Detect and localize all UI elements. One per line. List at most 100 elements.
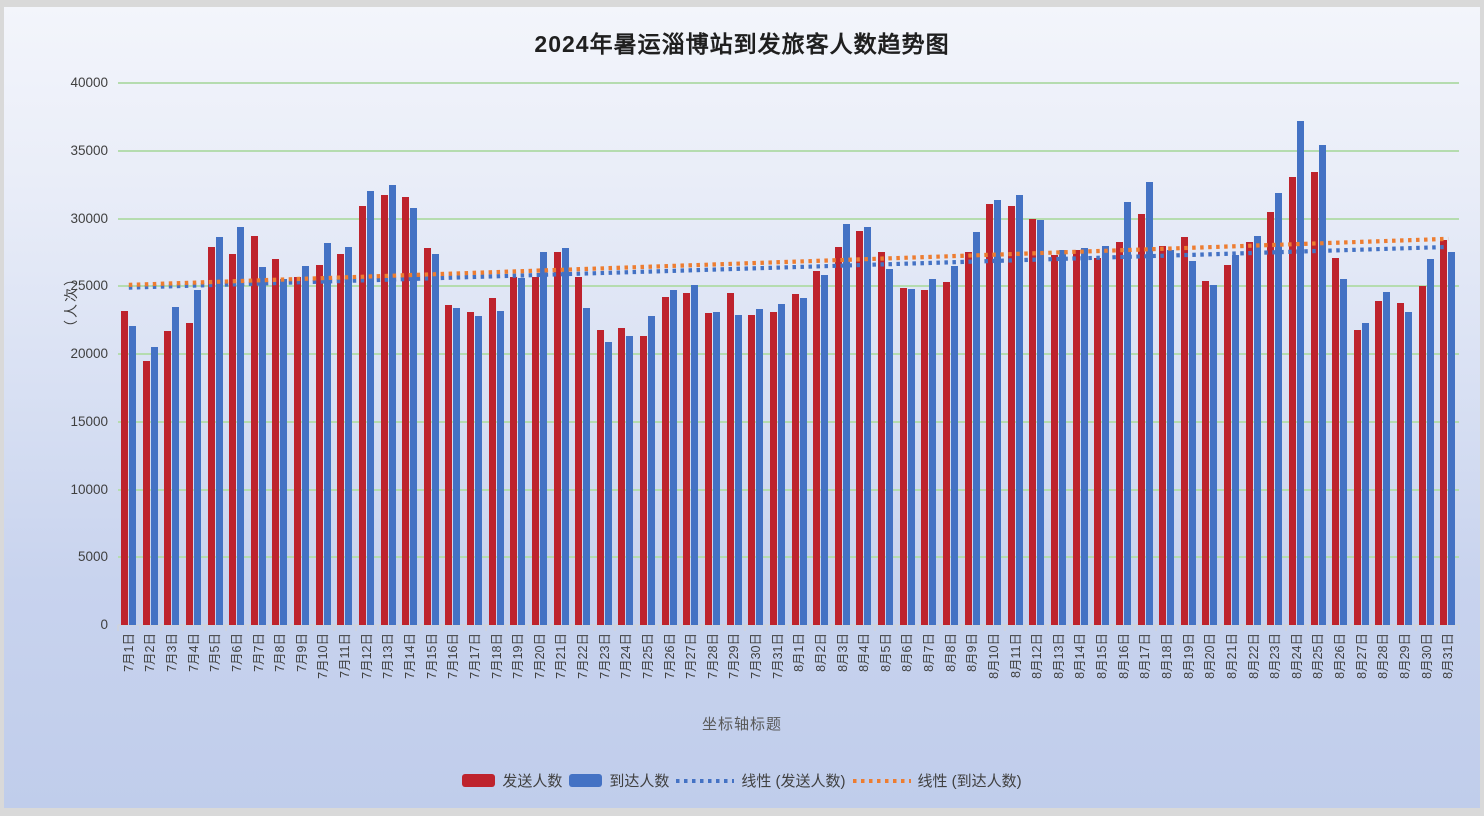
- bar-sent: [1440, 240, 1448, 625]
- bar-arrived: [1383, 291, 1391, 625]
- x-tick-label: 8月4日: [857, 633, 872, 672]
- bar-sent: [1288, 176, 1296, 625]
- gridline: [118, 556, 1459, 559]
- gridline: [118, 488, 1459, 491]
- bar-sent: [1007, 206, 1015, 625]
- bar-arrived: [1275, 192, 1283, 625]
- bar-arrived: [193, 290, 201, 625]
- bar-sent: [942, 282, 950, 625]
- y-tick-label: 20000: [70, 346, 108, 361]
- sent-series-swatch: [462, 774, 496, 787]
- x-tick: [1111, 625, 1114, 631]
- bar-sent: [878, 252, 886, 625]
- bar-arrived: [1296, 120, 1304, 625]
- bar-arrived: [215, 237, 223, 625]
- legend-item-sent-trend: 线性 (发送人数): [676, 770, 846, 791]
- x-tick-label: 7月30日: [749, 633, 764, 679]
- x-tick: [203, 625, 206, 631]
- bar-arrived: [323, 242, 331, 625]
- bar-sent: [1397, 302, 1405, 625]
- x-tick: [1003, 625, 1006, 631]
- x-tick-label: 7月13日: [381, 633, 396, 679]
- x-tick: [571, 625, 574, 631]
- bar-arrived: [345, 246, 353, 625]
- x-tick: [722, 625, 725, 631]
- bar-arrived: [1426, 259, 1434, 625]
- x-tick-label: 8月3日: [835, 633, 850, 672]
- x-tick: [290, 625, 293, 631]
- x-tick-label: 7月4日: [186, 633, 201, 672]
- gridline: [118, 149, 1459, 152]
- x-tick-label: 8月31日: [1441, 633, 1456, 679]
- bar-sent: [618, 328, 626, 625]
- bar-sent: [272, 259, 280, 625]
- bar-arrived: [1340, 279, 1348, 625]
- x-tick: [1133, 625, 1136, 631]
- legend-label-arrived: 到达人数: [609, 773, 670, 790]
- chart-legend: 发送人数 到达人数 线性 (发送人数) 线性 (到达人数): [4, 770, 1480, 791]
- x-tick-label: 7月28日: [705, 633, 720, 679]
- bar-sent: [1202, 280, 1210, 625]
- bar-sent: [683, 293, 691, 625]
- bar-arrived: [496, 310, 504, 625]
- bar-arrived: [1102, 245, 1110, 625]
- x-tick: [1393, 625, 1396, 631]
- x-tick-label: 8月21日: [1224, 633, 1239, 679]
- bar-sent: [402, 196, 410, 625]
- bar-arrived: [388, 184, 396, 625]
- bar-sent: [380, 195, 388, 625]
- trendline-arrived: [128, 236, 1449, 287]
- bar-sent: [294, 276, 302, 625]
- x-tick: [1176, 625, 1179, 631]
- bar-arrived: [1167, 249, 1175, 625]
- x-tick-label: 8月28日: [1376, 633, 1391, 679]
- bar-arrived: [1318, 145, 1326, 625]
- bar-arrived: [604, 341, 612, 625]
- y-tick-label: 5000: [77, 549, 108, 565]
- x-tick-label: 8月7日: [922, 633, 937, 672]
- y-tick-label: 10000: [70, 481, 108, 497]
- bar-sent: [1267, 211, 1275, 625]
- bar-sent: [229, 253, 237, 625]
- bar-arrived: [1405, 312, 1413, 625]
- x-tick: [1328, 625, 1331, 631]
- x-tick-label: 8月15日: [1095, 633, 1110, 679]
- x-tick: [441, 625, 444, 631]
- y-tick-label: 35000: [70, 142, 108, 158]
- x-tick-label: 7月27日: [684, 633, 699, 679]
- x-tick: [679, 625, 682, 631]
- legend-label-sent-trend: 线性 (发送人数): [741, 773, 846, 790]
- bar-arrived: [1232, 255, 1240, 625]
- bar-sent: [1051, 255, 1059, 625]
- bar-sent: [185, 322, 193, 625]
- x-tick-label: 8月13日: [1051, 633, 1066, 679]
- x-tick: [419, 625, 422, 631]
- bar-sent: [1224, 264, 1232, 625]
- gridline: [118, 82, 1459, 84]
- x-tick: [398, 625, 401, 631]
- x-tick-label: 8月29日: [1397, 633, 1412, 679]
- bar-sent: [1180, 237, 1188, 625]
- x-tick: [1047, 625, 1050, 631]
- bar-arrived: [1145, 181, 1153, 625]
- x-tick: [809, 625, 812, 631]
- bar-sent: [1094, 257, 1102, 625]
- x-tick-label: 8月20日: [1203, 633, 1218, 679]
- y-tick-label: 15000: [70, 413, 108, 429]
- x-tick: [527, 625, 530, 631]
- bar-arrived: [1080, 248, 1088, 625]
- x-axis-title: 坐标轴标题: [701, 716, 782, 733]
- bar-arrived: [712, 312, 720, 625]
- bar-sent: [1159, 245, 1167, 625]
- x-tick: [376, 625, 379, 631]
- bar-sent: [1353, 329, 1361, 625]
- arrived-trendline-swatch: [852, 778, 911, 783]
- bar-arrived: [237, 226, 245, 625]
- x-tick: [982, 625, 985, 631]
- x-tick-label: 8月9日: [965, 633, 980, 672]
- bar-sent: [358, 206, 366, 625]
- trendlines-layer: [128, 236, 1449, 290]
- x-tick-label: 8月1日: [792, 633, 807, 672]
- bar-arrived: [518, 278, 526, 625]
- x-tick: [657, 625, 660, 631]
